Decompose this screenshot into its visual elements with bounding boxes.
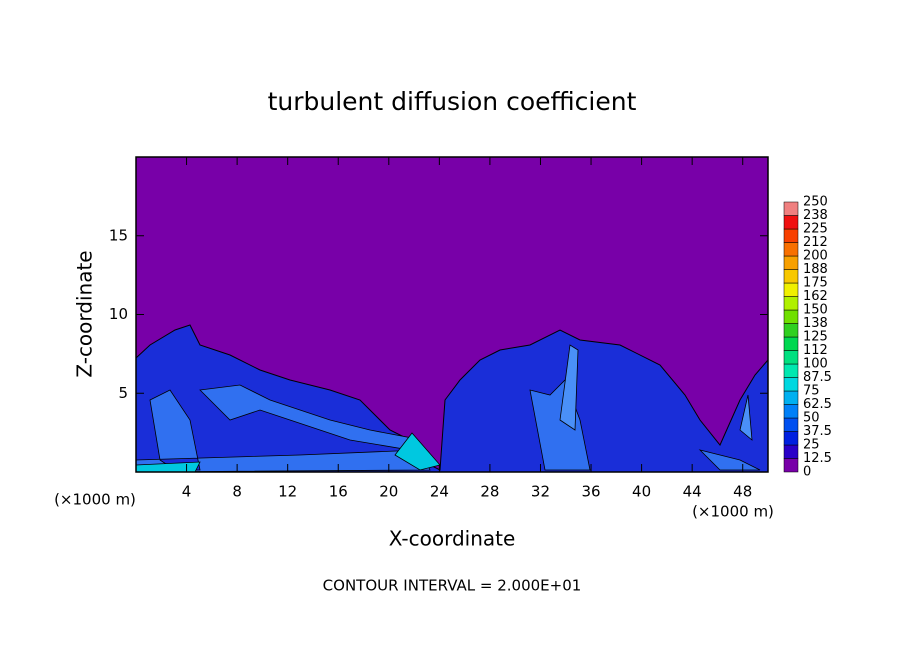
colorbar-label: 0 (803, 465, 811, 480)
x-tick-label: 48 (733, 483, 752, 501)
colorbar-box (783, 417, 799, 432)
colorbar-label: 75 (803, 384, 820, 399)
x-tick-label: 16 (329, 483, 348, 501)
colorbar-label: 50 (803, 411, 820, 426)
x-tick-label: 44 (683, 483, 702, 501)
colorbar-box (783, 215, 799, 230)
x-tick-label: 28 (480, 483, 499, 501)
x-axis-label: X-coordinate (389, 527, 516, 551)
y-tick-label: 15 (109, 226, 128, 244)
field (135, 157, 769, 473)
colorbar-label: 162 (803, 289, 828, 304)
colorbar-label: 212 (803, 235, 828, 250)
colorbar-box (783, 242, 799, 257)
colorbar-box (783, 336, 799, 351)
colorbar-box (783, 350, 799, 365)
colorbar-label: 188 (803, 262, 828, 277)
x-tick-label: 40 (632, 483, 651, 501)
y-tick-label: 5 (118, 384, 128, 402)
x-tick-label: 32 (531, 483, 550, 501)
colorbar-box (783, 363, 799, 378)
colorbar-label: 62.5 (803, 397, 832, 412)
colorbar-label: 125 (803, 330, 828, 345)
colorbar-box (783, 323, 799, 338)
x-tick-label: 20 (379, 483, 398, 501)
colorbar-box (783, 309, 799, 324)
colorbar-box (783, 282, 799, 297)
colorbar-box (783, 228, 799, 243)
colorbar-box (783, 296, 799, 311)
colorbar-label: 138 (803, 316, 828, 331)
colorbar-label: 225 (803, 222, 828, 237)
colorbar-box (783, 404, 799, 419)
colorbar-label: 87.5 (803, 370, 832, 385)
colorbar-box (783, 390, 799, 405)
contour-interval: CONTOUR INTERVAL = 2.000E+01 (323, 577, 582, 595)
colorbar-label: 250 (803, 195, 828, 210)
colorbar-box (783, 444, 799, 459)
colorbar-box (783, 458, 799, 473)
colorbar-box (783, 269, 799, 284)
colorbar-label: 175 (803, 276, 828, 291)
y-axis-label: Z-coordinate (73, 250, 97, 377)
colorbar-label: 238 (803, 208, 828, 223)
colorbar-label: 12.5 (803, 451, 832, 466)
x-tick-label: 4 (182, 483, 192, 501)
x-unit: (×1000 m) (692, 503, 774, 521)
colorbar-box (783, 431, 799, 446)
y-tick-label: 10 (109, 305, 128, 323)
colorbar-label: 100 (803, 357, 828, 372)
x-tick-label: 12 (278, 483, 297, 501)
chart-title: turbulent diffusion coefficient (268, 87, 637, 116)
colorbar-box (783, 255, 799, 270)
x-tick-label: 36 (581, 483, 600, 501)
x-tick-label: 24 (430, 483, 449, 501)
colorbar-label: 37.5 (803, 424, 832, 439)
y-unit: (×1000 m) (54, 491, 136, 509)
colorbar-label: 25 (803, 438, 820, 453)
colorbar-label: 150 (803, 303, 828, 318)
colorbar-label: 112 (803, 343, 828, 358)
colorbar-box (783, 201, 799, 216)
x-tick-label: 8 (232, 483, 242, 501)
colorbar-label: 200 (803, 249, 828, 264)
colorbar-box (783, 377, 799, 392)
